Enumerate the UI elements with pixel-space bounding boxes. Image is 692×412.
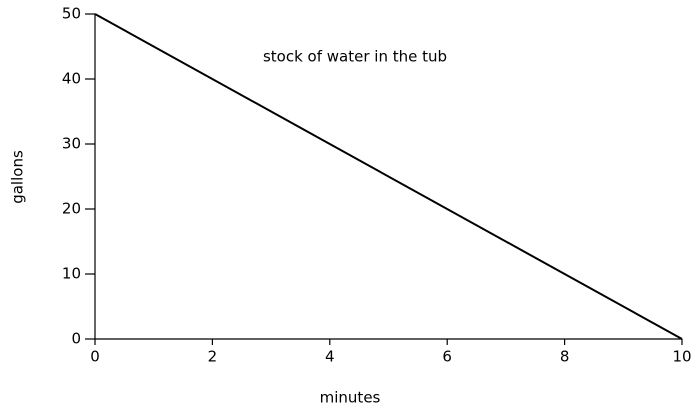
y-tick-label: 30 — [62, 135, 81, 153]
line — [94, 13, 683, 340]
y-tick-label: 50 — [62, 5, 81, 23]
y-tick-label: 20 — [62, 200, 81, 218]
y-tick-label: 10 — [62, 265, 81, 283]
x-tick-label: 2 — [208, 348, 218, 366]
y-tick-label: 0 — [71, 330, 81, 348]
y-axis-label: gallons — [9, 150, 27, 204]
y-tick-label: 40 — [62, 70, 81, 88]
annotation: stock of water in the tub — [263, 48, 447, 66]
x-tick-label: 10 — [672, 348, 691, 366]
x-tick-label: 4 — [325, 348, 335, 366]
x-tick-label: 0 — [90, 348, 100, 366]
x-axis-label: minutes — [320, 389, 381, 407]
x-tick-label: 8 — [560, 348, 570, 366]
x-tick-label: 6 — [442, 348, 452, 366]
